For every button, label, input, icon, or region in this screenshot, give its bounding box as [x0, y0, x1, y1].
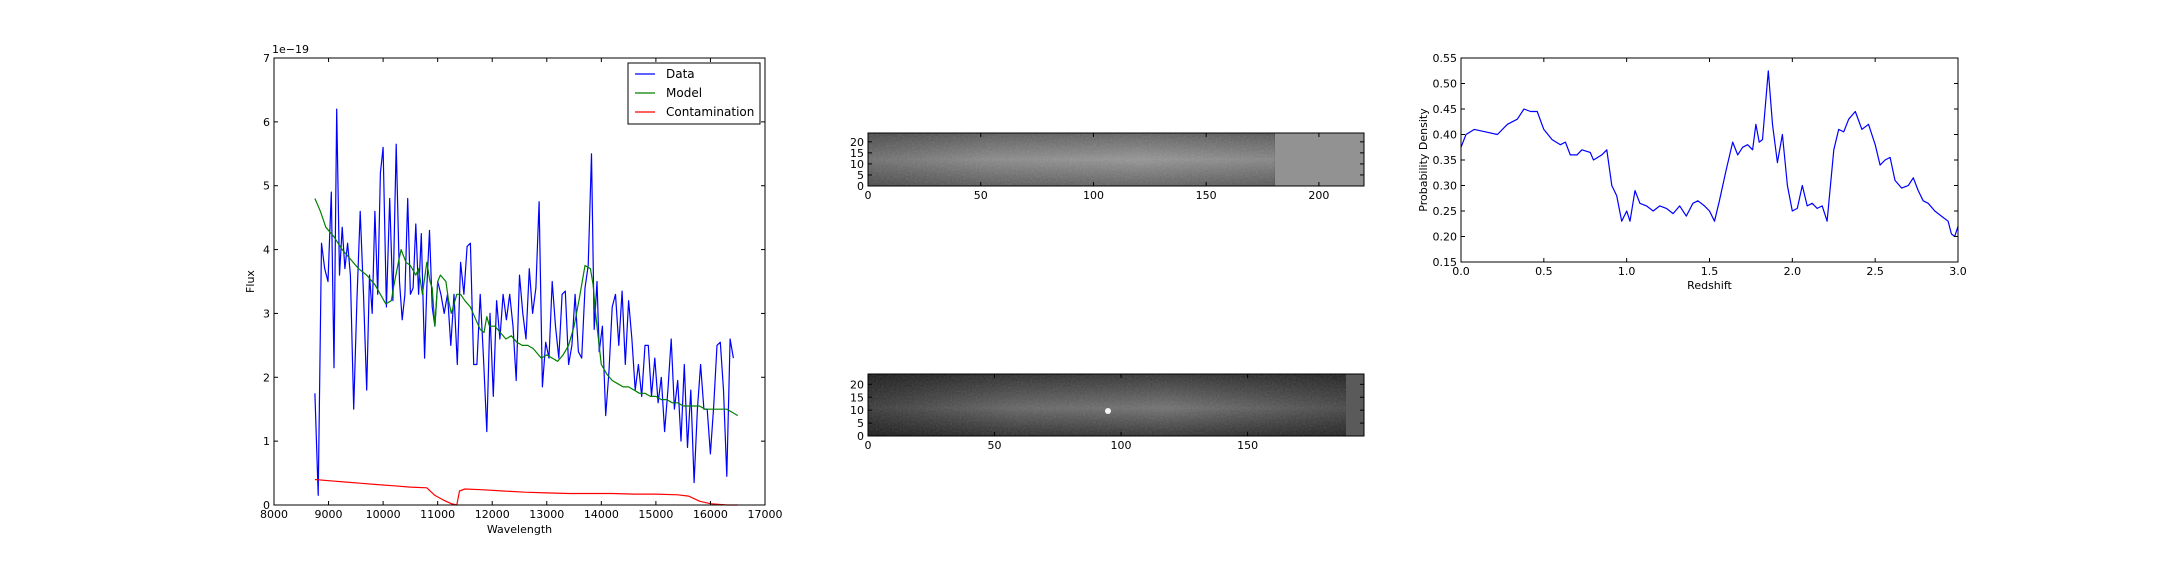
- redshift-pdf-ytick-label: 0.35: [1433, 154, 1458, 167]
- spectrum-ytick-label: 7: [263, 52, 270, 65]
- spectrum-xtick-label: 17000: [748, 508, 783, 521]
- spectrum-image-bottom-ytick-label: 20: [850, 378, 864, 391]
- redshift-pdf-ytick-label: 0.30: [1433, 180, 1458, 193]
- spectrum-ytick-label: 3: [263, 307, 270, 320]
- spectrum-panel: 8000 9000 10000 11000 12000 13000 14000 15000 16…: [244, 43, 783, 536]
- spectrum-image-top-xtick-label: 200: [1308, 189, 1329, 202]
- spectrum-ytick-label: 4: [263, 244, 270, 257]
- spectrum-offset-text: 1e−19: [272, 43, 309, 56]
- spectrum-xtick-label: 11000: [420, 508, 455, 521]
- spectrum-image-bottom-xtick-label: 0: [865, 439, 872, 452]
- spectrum-axes: 8000 9000 10000 11000 12000 13000 14000 15000 16…: [260, 52, 783, 521]
- legend-label-contamination: Contamination: [666, 105, 754, 119]
- spectrum-xtick-label: 15000: [638, 508, 673, 521]
- spectrum-xtick-label: 9000: [315, 508, 343, 521]
- spectrum-image-bottom-xtick-label: 150: [1237, 439, 1258, 452]
- redshift-pdf-ytick-label: 0.40: [1433, 129, 1458, 142]
- spectrum-image-top-ytick-label: 15: [850, 147, 864, 160]
- spectrum-xtick-label: 10000: [366, 508, 401, 521]
- redshift-pdf-xtick-label: 0.0: [1452, 265, 1470, 278]
- spectrum-image-top-flat-region: [1275, 133, 1364, 186]
- spectrum-ytick-label: 0: [263, 499, 270, 512]
- spectrum-image-top-xtick-label: 150: [1196, 189, 1217, 202]
- spectrum-image-bottom-ytick-label: 5: [857, 417, 864, 430]
- spectrum-xtick-label: 16000: [693, 508, 728, 521]
- series-line-contamination: [314, 478, 738, 506]
- spectrum-xlabel: Wavelength: [487, 523, 552, 536]
- redshift-pdf-ytick-label: 0.15: [1433, 256, 1458, 269]
- spectrum-ytick-label: 1: [263, 435, 270, 448]
- spectrum-image-bottom-ytick-label: 0: [857, 430, 864, 443]
- spectrum-image-bottom-bright-spot: [1105, 408, 1111, 414]
- redshift-pdf-ytick-label: 0.20: [1433, 231, 1458, 244]
- spectrum-ytick-label: 2: [263, 371, 270, 384]
- redshift-pdf-ytick-label: 0.55: [1433, 52, 1458, 65]
- redshift-pdf-xtick-label: 2.5: [1866, 265, 1884, 278]
- redshift-pdf-panel: 0.0 0.5 1.0 1.5 2.0 2.5 3.0 0.15 0.20 0.25 0.30 0.3…: [1417, 52, 1967, 292]
- spectrum-image-top-ytick-label: 0: [857, 180, 864, 193]
- spectrum-ytick-label: 5: [263, 180, 270, 193]
- spectrum-ytick-label: 6: [263, 116, 270, 129]
- spectrum-image-bottom-xtick-label: 50: [988, 439, 1002, 452]
- redshift-pdf-ytick-label: 0.45: [1433, 103, 1458, 116]
- spectrum-image-bottom-edge-strip: [1346, 374, 1364, 436]
- spectrum-image-top-noise: [868, 133, 1274, 186]
- spectrum-xtick-label: 8000: [260, 508, 288, 521]
- spectrum-image-top-xtick-label: 0: [865, 189, 872, 202]
- spectrum-xtick-label: 14000: [584, 508, 619, 521]
- spectrum-image-top-ytick-label: 10: [850, 158, 864, 171]
- spectrum-image-bottom-noise: [868, 374, 1346, 436]
- spectrum-image-bottom-xtick-label: 100: [1111, 439, 1132, 452]
- redshift-pdf-ytick-label: 0.50: [1433, 78, 1458, 91]
- spectrum-xtick-label: 12000: [475, 508, 510, 521]
- redshift-pdf-ytick-label: 0.25: [1433, 205, 1458, 218]
- spectrum-image-top-ytick-label: 20: [850, 136, 864, 149]
- spectrum-image-top-xtick-label: 50: [974, 189, 988, 202]
- series-line-model: [314, 198, 739, 417]
- redshift-pdf-xlabel: Redshift: [1687, 279, 1732, 292]
- spectrum-image-bottom-ytick-label: 10: [850, 404, 864, 417]
- redshift-pdf-xtick-label: 1.0: [1618, 265, 1636, 278]
- spectrum-legend: Data Model Contamination: [627, 62, 761, 125]
- redshift-pdf-series-group: [1460, 70, 1959, 238]
- legend-label-data: Data: [666, 67, 695, 81]
- series-line-data: [314, 108, 734, 496]
- spectrum-image-bottom-ytick-label: 15: [850, 391, 864, 404]
- redshift-pdf-xtick-label: 1.5: [1701, 265, 1719, 278]
- spectrum-series-group: [314, 108, 739, 506]
- redshift-pdf-xtick-label: 0.5: [1535, 265, 1553, 278]
- redshift-pdf-axes: 0.0 0.5 1.0 1.5 2.0 2.5 3.0 0.15 0.20 0.25 0.30 0.3…: [1433, 52, 1967, 278]
- spectrum-image-top-xtick-label: 100: [1083, 189, 1104, 202]
- spectrum-xtick-label: 13000: [529, 508, 564, 521]
- legend-label-model: Model: [666, 86, 702, 100]
- series-line-pdf: [1460, 70, 1959, 238]
- redshift-pdf-ylabel: Probability Density: [1417, 108, 1430, 212]
- spectrum-image-top-ytick-label: 5: [857, 169, 864, 182]
- redshift-pdf-xtick-label: 2.0: [1784, 265, 1802, 278]
- spectrum-ylabel: Flux: [244, 270, 257, 293]
- redshift-pdf-xtick-label: 3.0: [1949, 265, 1967, 278]
